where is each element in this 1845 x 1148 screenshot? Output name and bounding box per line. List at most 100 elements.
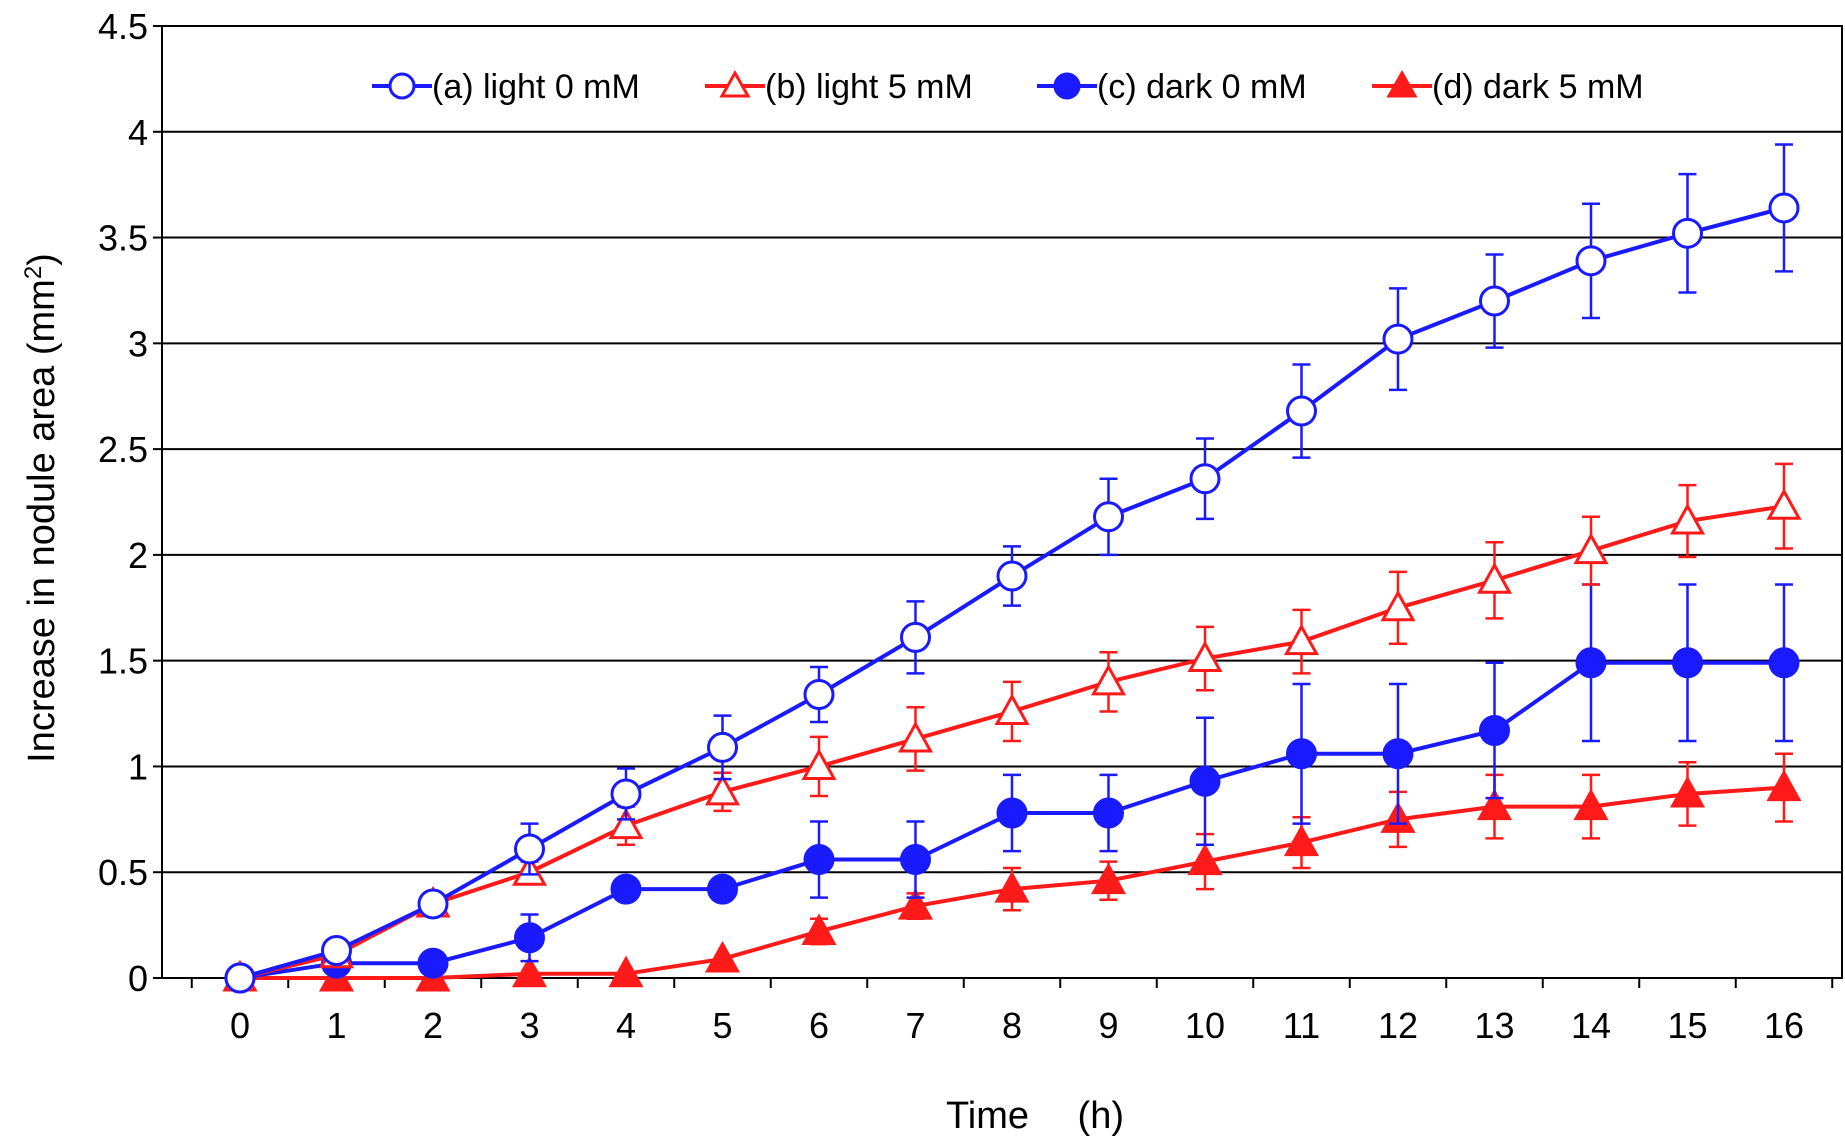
data-point bbox=[704, 940, 741, 973]
data-point bbox=[1187, 640, 1223, 673]
y-axis-title-superscript: 2 bbox=[20, 266, 47, 279]
data-point bbox=[608, 955, 644, 988]
axes: 00.511.522.533.544.50 1 2 3 4 5 6 7 8 9 10 11 12 13 14… bbox=[98, 6, 1843, 1046]
y-tick-label: 4 bbox=[128, 112, 148, 153]
data-point bbox=[1380, 589, 1416, 622]
data-point bbox=[1283, 824, 1320, 857]
y-axis-title: Increase in nodule area (mm2) bbox=[20, 253, 64, 763]
data-point bbox=[1669, 775, 1706, 808]
data-point bbox=[1479, 285, 1510, 317]
data-point bbox=[417, 888, 449, 920]
data-point bbox=[1189, 463, 1221, 495]
legend-label-a: (a) light 0 mM bbox=[432, 68, 640, 106]
y-tick-label: 3 bbox=[128, 323, 148, 364]
x-tick-label: 2 bbox=[423, 1005, 443, 1046]
data-point bbox=[900, 621, 931, 653]
data-point bbox=[1768, 192, 1800, 224]
series-1 bbox=[222, 462, 1802, 992]
data-point bbox=[1476, 562, 1513, 594]
legend-item-d: (d) dark 5 mM bbox=[1372, 68, 1644, 106]
series-2 bbox=[224, 583, 1800, 994]
data-point bbox=[1573, 532, 1609, 565]
series-group bbox=[222, 143, 1802, 994]
legend-label-c: (c) dark 0 mM bbox=[1097, 68, 1307, 106]
x-tick-label: 13 bbox=[1474, 1005, 1514, 1046]
x-tick-label: 16 bbox=[1764, 1005, 1804, 1046]
x-tick-label: 12 bbox=[1378, 1005, 1418, 1046]
data-point bbox=[1766, 769, 1802, 802]
data-point bbox=[1286, 738, 1317, 770]
gridlines bbox=[162, 25, 1842, 874]
data-point bbox=[610, 873, 642, 905]
y-tick-label: 1.5 bbox=[98, 641, 148, 682]
y-tick-label: 2 bbox=[128, 535, 148, 576]
data-point bbox=[803, 679, 835, 711]
y-tick-label: 2.5 bbox=[98, 429, 148, 470]
data-point bbox=[1575, 647, 1607, 679]
x-tick-label: 6 bbox=[809, 1005, 829, 1046]
data-point bbox=[1573, 788, 1609, 821]
y-tick-label: 4.5 bbox=[98, 6, 148, 47]
plot-frame bbox=[161, 25, 1843, 979]
x-tick-label: 7 bbox=[905, 1005, 925, 1046]
data-point bbox=[704, 773, 741, 806]
series-0 bbox=[224, 143, 1800, 994]
data-point bbox=[994, 693, 1030, 725]
data-point bbox=[900, 844, 931, 876]
legend-item-b: (b) light 5 mM bbox=[705, 68, 973, 106]
x-tick-label: 10 bbox=[1185, 1005, 1225, 1046]
data-point bbox=[801, 913, 837, 945]
data-point bbox=[803, 844, 835, 876]
data-point bbox=[1090, 862, 1127, 895]
legend-marker-open-circle-icon bbox=[388, 72, 416, 100]
data-point bbox=[321, 934, 352, 966]
data-point bbox=[1575, 245, 1607, 277]
data-point bbox=[707, 873, 738, 905]
legend-marker-open-triangle-icon bbox=[719, 69, 751, 98]
data-point bbox=[511, 955, 548, 988]
data-point bbox=[897, 887, 934, 920]
data-point bbox=[1672, 217, 1703, 249]
y-tick-label: 1 bbox=[128, 746, 148, 787]
legend-background bbox=[355, 54, 1695, 124]
data-point bbox=[996, 797, 1028, 829]
data-point bbox=[1286, 395, 1317, 427]
data-point bbox=[1093, 797, 1124, 829]
legend-marker-filled-triangle-icon bbox=[1386, 69, 1418, 98]
data-point bbox=[1189, 765, 1221, 797]
x-tick-label: 15 bbox=[1667, 1005, 1707, 1046]
data-point bbox=[1187, 843, 1223, 876]
data-point bbox=[417, 947, 449, 979]
x-tick-label: 0 bbox=[230, 1005, 250, 1046]
x-tick-label: 1 bbox=[326, 1005, 346, 1046]
data-point bbox=[1672, 647, 1703, 679]
data-point bbox=[1669, 502, 1706, 535]
data-point bbox=[224, 962, 256, 994]
legend-item-c: (c) dark 0 mM bbox=[1037, 68, 1307, 106]
x-tick-label: 5 bbox=[712, 1005, 732, 1046]
y-axis-title-close: ) bbox=[21, 253, 63, 266]
legend-label-b: (b) light 5 mM bbox=[765, 68, 973, 106]
legend-item-a: (a) light 0 mM bbox=[372, 68, 640, 106]
y-tick-label: 0 bbox=[128, 958, 148, 999]
data-point bbox=[610, 778, 642, 810]
data-point bbox=[514, 922, 545, 954]
data-point bbox=[1090, 663, 1127, 696]
data-point bbox=[1479, 714, 1510, 746]
x-tick-label: 8 bbox=[1002, 1005, 1022, 1046]
data-point bbox=[801, 748, 837, 780]
x-axis-title: Time (h) bbox=[946, 1095, 1124, 1137]
data-point bbox=[707, 731, 738, 763]
legend: (a) light 0 mM (b) light 5 mM (c) dark 0… bbox=[355, 54, 1695, 124]
data-point bbox=[1382, 738, 1414, 770]
y-axis-title-main: Increase in nodule area (mm bbox=[21, 279, 63, 763]
data-point bbox=[1093, 501, 1124, 533]
data-point bbox=[996, 560, 1028, 592]
data-point bbox=[1766, 488, 1802, 520]
legend-marker-filled-circle-icon bbox=[1053, 72, 1081, 100]
data-point bbox=[1382, 323, 1414, 355]
data-point bbox=[897, 720, 934, 753]
x-tick-label: 4 bbox=[616, 1005, 636, 1046]
data-point bbox=[1768, 647, 1800, 679]
